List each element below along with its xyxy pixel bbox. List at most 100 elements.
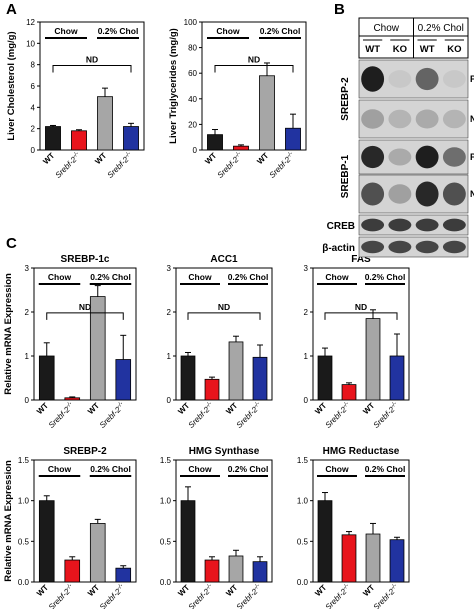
a1-y-tick-label: 6 bbox=[31, 82, 36, 91]
c3-title: FAS bbox=[351, 254, 371, 265]
c5-y-tick-label: 1.0 bbox=[160, 497, 172, 506]
c6-plot-frame bbox=[312, 459, 410, 583]
blot-band-creb bbox=[361, 218, 385, 232]
blot-form-s2n: N bbox=[470, 114, 474, 124]
c5-bar-wt-chol bbox=[228, 555, 244, 583]
blot-form-s1p: P bbox=[470, 152, 474, 162]
c6-group-label-chol: 0.2% Chol bbox=[365, 464, 406, 474]
c5-bar-ko-chow bbox=[204, 559, 220, 583]
blot-band-creb bbox=[415, 218, 439, 232]
c5-bar-ko-chol bbox=[252, 561, 268, 583]
c2-bar-wt-chow bbox=[180, 355, 196, 401]
c6-x-label-sup: -/- bbox=[342, 583, 350, 591]
c6-title: HMG Reductase bbox=[323, 446, 400, 457]
a1-x-label: Srebf-2-/- bbox=[105, 151, 134, 180]
a1-y-tick-label: 2 bbox=[31, 125, 36, 134]
c2-nd-bracket bbox=[187, 312, 261, 320]
c1-bar-wt-chow bbox=[38, 355, 55, 401]
a1-y-tick-label: 4 bbox=[31, 103, 36, 112]
a2-y-tick-label: 20 bbox=[188, 120, 197, 129]
c4-group-label-chol: 0.2% Chol bbox=[90, 464, 131, 474]
blot-band-s2n bbox=[442, 109, 466, 129]
a2-x-label: WT bbox=[203, 151, 218, 166]
c1-title: SREBP-1c bbox=[61, 254, 110, 265]
a2-bar-ko-chow bbox=[233, 145, 249, 151]
a2-x-label: Srebf-2-/- bbox=[215, 151, 244, 180]
c4-x-label: WT bbox=[35, 583, 50, 598]
blot-band-s1n bbox=[388, 184, 412, 204]
a2-y-axis-label: Liver Triglycerides (mg/g) bbox=[168, 28, 179, 144]
blot-band-s1p bbox=[415, 145, 439, 169]
c6-x-label-sup: -/- bbox=[390, 583, 398, 591]
blot-band-actin bbox=[415, 240, 439, 254]
blot-band-s1n bbox=[361, 182, 385, 206]
c2-x-label: Srebf-2-/- bbox=[234, 401, 263, 430]
blot-band-s2n bbox=[415, 109, 439, 129]
c4-bar-wt-chol bbox=[89, 523, 106, 583]
c2-x-label: WT bbox=[176, 401, 191, 416]
blot-lane-label: WT bbox=[420, 44, 435, 55]
a1-y-tick-label: 8 bbox=[31, 61, 36, 70]
c2-y-tick-label: 1 bbox=[167, 352, 172, 361]
c1-nd-label: ND bbox=[79, 302, 91, 312]
c1-y-axis-label: Relative mRNA Expression bbox=[3, 273, 14, 395]
c2-title: ACC1 bbox=[210, 254, 238, 265]
c4-title: SREBP-2 bbox=[63, 446, 107, 457]
a2-y-tick-label: 60 bbox=[188, 69, 197, 78]
a2-y-tick-label: 0 bbox=[193, 146, 198, 155]
c1-x-label: Srebf-2-/- bbox=[47, 401, 76, 430]
panel-label-c: C bbox=[6, 235, 17, 252]
c5-y-tick-label: 0.5 bbox=[160, 537, 172, 546]
a1-nd-label: ND bbox=[86, 55, 98, 65]
western-blot: Chow 0.2% Chol WT KO WT KO P N P N SREBP-2 SREBP-1 C… bbox=[322, 17, 474, 258]
c5-x-label-sup: -/- bbox=[253, 583, 261, 591]
c2-y-tick-label: 3 bbox=[167, 264, 172, 273]
blot-protein-srebp2: SREBP-2 bbox=[340, 77, 351, 121]
c3-bar-wt-chow bbox=[317, 355, 333, 401]
blot-band-s2p bbox=[388, 70, 412, 88]
blot-group-chow: Chow bbox=[373, 23, 399, 34]
c3-bar-wt-chol bbox=[365, 318, 381, 401]
c1-y-tick-label: 2 bbox=[25, 308, 30, 317]
a2-plot-frame bbox=[201, 21, 307, 151]
c6-x-label: WT bbox=[313, 583, 328, 598]
c5-title: HMG Synthase bbox=[189, 446, 260, 457]
blot-protein-srebp1: SREBP-1 bbox=[340, 154, 351, 198]
c4-bar-ko-chol bbox=[115, 567, 132, 583]
c3-nd-bracket bbox=[324, 312, 398, 320]
blot-band-s2n bbox=[388, 109, 412, 129]
a2-y-tick-label: 100 bbox=[184, 18, 198, 27]
a1-y-tick-label: 12 bbox=[26, 18, 35, 27]
c6-bar-wt-chol bbox=[365, 533, 381, 583]
blot-lane-label: WT bbox=[365, 44, 380, 55]
c6-x-label: Srebf-2-/- bbox=[323, 583, 352, 609]
a2-y-tick-label: 80 bbox=[188, 44, 197, 53]
c2-x-label: WT bbox=[224, 401, 239, 416]
c5-x-label: Srebf-2-/- bbox=[234, 583, 263, 609]
c5-x-label: Srebf-2-/- bbox=[186, 583, 215, 609]
a2-nd-bracket bbox=[214, 65, 294, 73]
c2-group-label-chow: Chow bbox=[188, 272, 212, 282]
c4-y-tick-label: 0.5 bbox=[18, 537, 30, 546]
a2-nd-label: ND bbox=[248, 55, 260, 65]
c1-group-label-chol: 0.2% Chol bbox=[90, 272, 131, 282]
c6-group-label-chow: Chow bbox=[325, 464, 349, 474]
panel-label-b: B bbox=[334, 1, 345, 18]
c4-bar-ko-chow bbox=[64, 559, 81, 583]
a1-y-tick-label: 10 bbox=[26, 39, 35, 48]
c1-x-label-sup: -/- bbox=[65, 401, 73, 409]
c3-x-label: Srebf-2-/- bbox=[371, 401, 400, 430]
a1-bar-ko-chol bbox=[123, 126, 139, 151]
c3-plot-frame bbox=[312, 267, 410, 401]
c2-x-label: Srebf-2-/- bbox=[186, 401, 215, 430]
a1-group-label-chol: 0.2% Chol bbox=[98, 26, 139, 36]
c3-y-tick-label: 0 bbox=[304, 396, 309, 405]
blot-band-actin bbox=[442, 240, 466, 254]
